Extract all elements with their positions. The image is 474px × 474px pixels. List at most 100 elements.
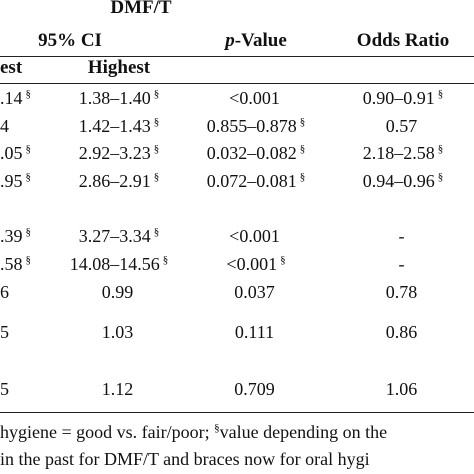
- cell-highest: 1.03: [102, 322, 137, 343]
- p-value-italic: p: [225, 30, 235, 51]
- footnote-mark: §: [299, 143, 306, 155]
- cell-value: 1.12: [101, 379, 134, 399]
- footnote-mark: §: [153, 88, 160, 100]
- cell-value: 0.99: [101, 282, 134, 302]
- cell-p: <0.001: [229, 88, 283, 109]
- footnote-line-1: hygiene = good vs. fair/poor; §value dep…: [0, 422, 387, 443]
- cell-highest: 1.38–1.40 §: [79, 88, 160, 109]
- footnote-1a: hygiene = good vs. fair/poor;: [0, 422, 215, 442]
- cell-value: 4: [0, 116, 9, 136]
- cell-or: 0.90–0.91 §: [363, 88, 444, 109]
- cell-value: 1.03: [101, 322, 134, 342]
- cell-value: 0.037: [234, 282, 275, 302]
- table-bottom-rule: [0, 412, 474, 413]
- cell-lowest: .05 §: [0, 143, 31, 164]
- cell-lowest: 5: [0, 379, 12, 400]
- cell-or: 0.57: [386, 116, 421, 137]
- cell-value: 0.57: [385, 116, 418, 136]
- cell-p: 0.072–0.081 §: [207, 171, 306, 192]
- ci-rule: [0, 56, 474, 57]
- footnote-1b: value depending on the: [219, 422, 388, 442]
- cell-value: 0.072–0.081: [206, 171, 297, 191]
- cell-value: .14: [0, 88, 23, 108]
- cell-lowest: 4: [0, 116, 12, 137]
- footnote-mark: §: [25, 226, 32, 238]
- cell-highest: 3.27–3.34 §: [79, 226, 160, 247]
- cell-value: 0.032–0.082: [206, 143, 297, 163]
- cell-highest: 14.08–14.56 §: [70, 254, 169, 275]
- footnote-mark: §: [25, 171, 32, 183]
- cell-or: 2.18–2.58 §: [363, 143, 444, 164]
- cell-value: 3.27–3.34: [78, 226, 151, 246]
- cell-value: 0.86: [385, 322, 418, 342]
- cell-lowest: .58 §: [0, 254, 31, 275]
- cell-value: 5: [0, 322, 9, 342]
- cell-highest: 2.92–3.23 §: [79, 143, 160, 164]
- cell-highest: 2.86–2.91 §: [79, 171, 160, 192]
- cell-value: <0.001: [229, 226, 280, 246]
- footnote-mark: §: [280, 254, 286, 266]
- cell-or: 1.06: [386, 379, 421, 400]
- cell-or: -: [399, 226, 408, 247]
- cell-value: <0.001: [229, 88, 280, 108]
- cell-lowest: .39 §: [0, 226, 31, 247]
- lowest-header: est: [0, 57, 23, 78]
- footnote-mark: §: [162, 254, 169, 266]
- cell-value: 0.855–0.878: [206, 116, 297, 136]
- cell-p: <0.001: [229, 226, 283, 247]
- footnote-mark: §: [25, 254, 32, 266]
- cell-value: 2.18–2.58: [362, 143, 435, 163]
- cell-value: .95: [0, 171, 23, 191]
- highest-header: Highest: [87, 57, 151, 78]
- cell-or: 0.78: [386, 282, 421, 303]
- cell-value: 6: [0, 282, 9, 302]
- cell-or: 0.86: [386, 322, 421, 343]
- cell-value: 1.38–1.40: [78, 88, 151, 108]
- cell-or: 0.94–0.96 §: [363, 171, 444, 192]
- odds-ratio-header: Odds Ratio: [356, 30, 450, 51]
- footnote-1-mark: §: [214, 422, 220, 434]
- footnote-line-2: in the past for DMF/T and braces now for…: [0, 449, 370, 469]
- cell-p: <0.001 §: [226, 254, 285, 275]
- footnote-mark: §: [153, 171, 160, 183]
- footnote-mark: §: [153, 226, 160, 238]
- cell-value: -: [398, 254, 405, 274]
- cell-value: 0.78: [385, 282, 418, 302]
- dmft-group-header: DMF/T: [110, 0, 172, 18]
- cell-value: 5: [0, 379, 9, 399]
- cell-value: .39: [0, 226, 23, 246]
- cell-p: 0.037: [234, 282, 278, 303]
- footnote-mark: §: [437, 143, 444, 155]
- cell-p: 0.032–0.082 §: [207, 143, 306, 164]
- footnote-mark: §: [437, 88, 444, 100]
- header-bottom-rule: [0, 83, 474, 84]
- cell-p: 0.111: [235, 322, 277, 343]
- cell-lowest: .95 §: [0, 171, 31, 192]
- footnote-mark: §: [25, 88, 32, 100]
- cell-p: 0.855–0.878 §: [207, 116, 306, 137]
- cell-highest: 1.12: [102, 379, 137, 400]
- cell-value: 2.92–3.23: [78, 143, 151, 163]
- cell-value: -: [398, 226, 405, 246]
- cell-value: 1.42–1.43: [78, 116, 151, 136]
- cell-or: -: [399, 254, 408, 275]
- cell-value: 0.94–0.96: [362, 171, 435, 191]
- cell-lowest: .14 §: [0, 88, 31, 109]
- footnote-mark: §: [299, 171, 306, 183]
- cell-value: 0.90–0.91: [362, 88, 435, 108]
- footnote-mark: §: [153, 143, 160, 155]
- cell-p: 0.709: [234, 379, 278, 400]
- cell-value: .05: [0, 143, 23, 163]
- p-value-rest: -Value: [234, 30, 287, 51]
- cell-value: 1.06: [385, 379, 418, 399]
- footnote-mark: §: [437, 171, 444, 183]
- cell-value: 0.111: [234, 322, 275, 342]
- footnote-mark: §: [25, 143, 32, 155]
- cell-highest: 0.99: [102, 282, 137, 303]
- footnote-mark: §: [153, 116, 160, 128]
- p-value-header: p-Value: [225, 30, 287, 52]
- cell-lowest: 6: [0, 282, 12, 303]
- cell-value: .58: [0, 254, 23, 274]
- cell-value: 14.08–14.56: [69, 254, 160, 274]
- cell-value: 0.709: [234, 379, 275, 399]
